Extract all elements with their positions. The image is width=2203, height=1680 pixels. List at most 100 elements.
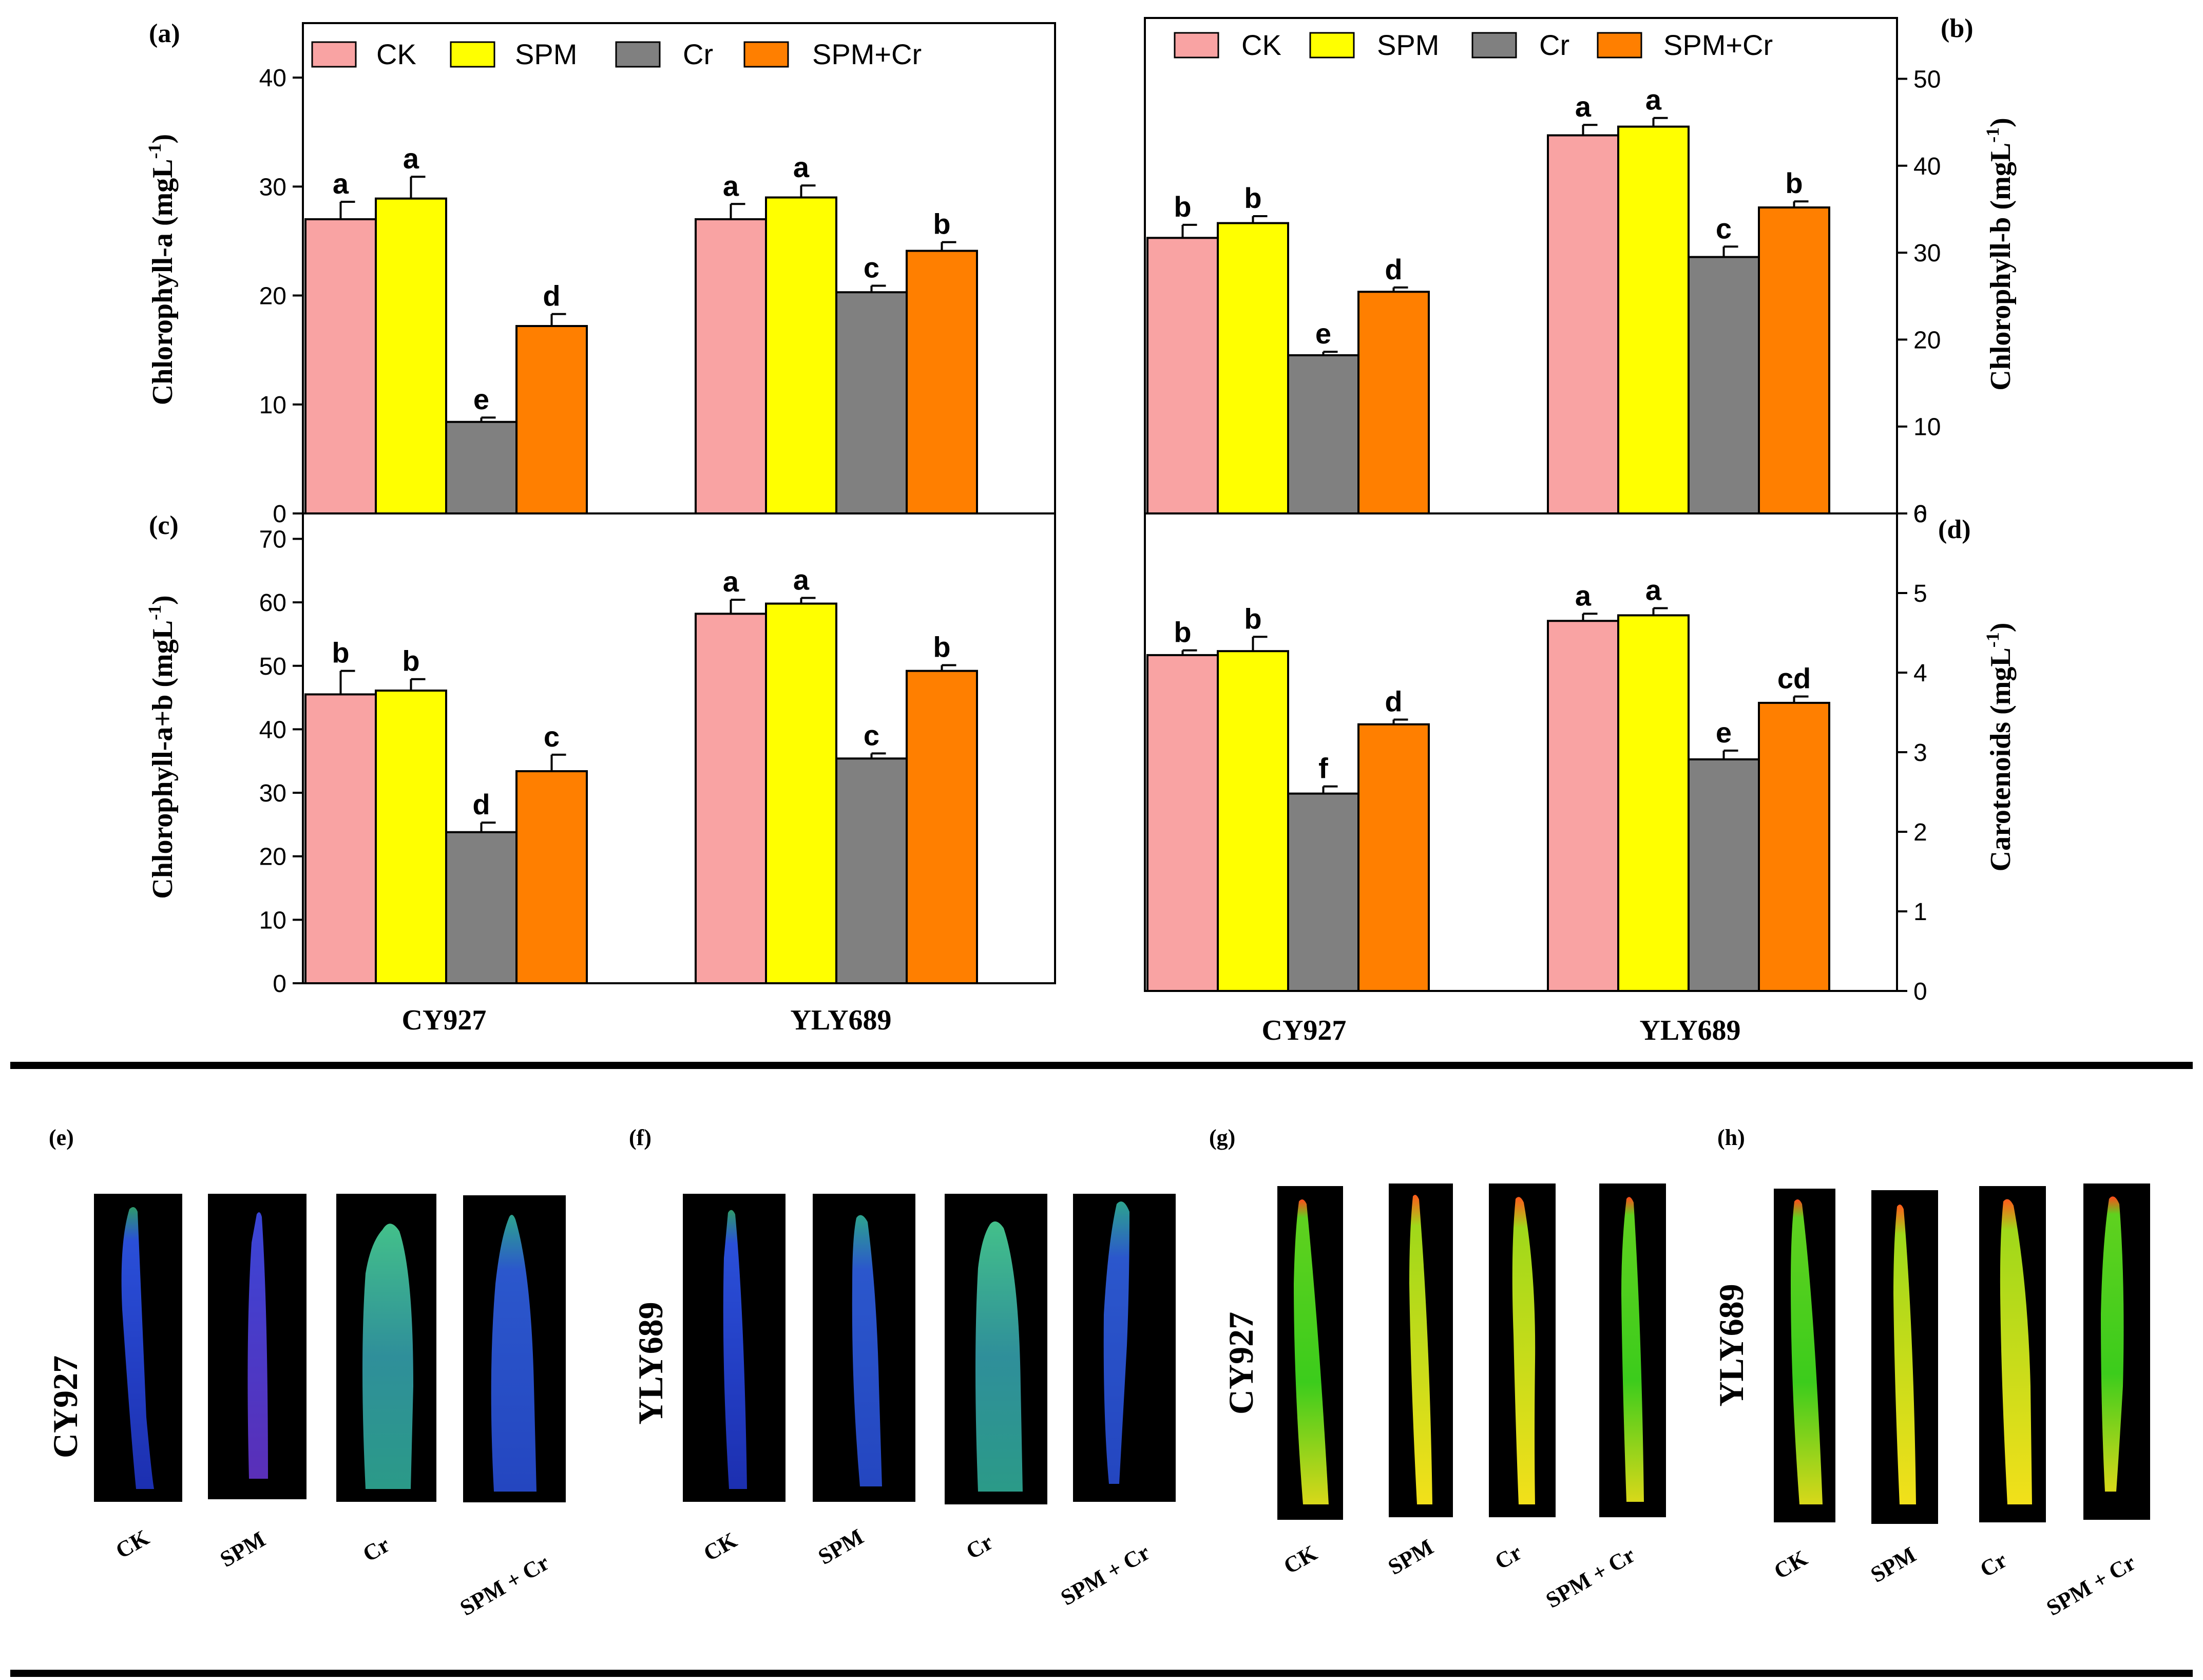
- sig-letter-a-cy927-ck: a: [333, 167, 349, 200]
- separator-top: [10, 1062, 2193, 1069]
- xlabel-d-cy927: CY927: [1262, 1015, 1347, 1046]
- bar-d-yly689-spmcr: [1758, 701, 1830, 992]
- leaf-e-spm: [247, 1212, 268, 1479]
- image-panel-g-cultivar: CY927: [1221, 1312, 1260, 1415]
- bar-d-yly689-cr: [1688, 758, 1760, 992]
- legend-a: CK SPM Cr SPM+Cr: [311, 38, 922, 70]
- ytick-label-d-1: 1: [1913, 899, 1927, 926]
- bar-a-yly689-spm: [765, 196, 837, 514]
- sig-letter-b-yly689-cr: c: [1716, 212, 1732, 244]
- sig-letter-b-cy927-cr: e: [1315, 317, 1331, 350]
- caption-h-spm: SPM: [1866, 1542, 1920, 1588]
- bar-a-yly689-ck: [695, 218, 767, 514]
- legend-a-label-ck: CK: [376, 38, 416, 70]
- ytick-label-d-4: 4: [1913, 660, 1927, 687]
- bar-c-cy927-ck: [304, 693, 377, 985]
- sig-letter-c-yly689-cr: c: [864, 719, 879, 751]
- sig-letter-c-yly689-spmcr: b: [933, 631, 950, 663]
- caption-h-ck: CK: [1770, 1545, 1812, 1584]
- ylabel-c: Chlorophyll-a+b (mgL-1): [144, 595, 179, 899]
- bar-a-yly689-spmcr: [906, 250, 978, 514]
- legend-a-swatch-ck: [311, 41, 357, 68]
- ytick-label-c-70: 70: [259, 526, 286, 553]
- legend-b-label-spm: SPM: [1377, 29, 1439, 61]
- sig-letter-d-yly689-cr: e: [1716, 716, 1732, 749]
- bar-b-yly689-cr: [1688, 256, 1760, 514]
- caption-g-spm: SPM: [1384, 1534, 1438, 1580]
- ytick-label-c-30: 30: [259, 780, 286, 807]
- sig-letter-c-cy927-cr: d: [472, 788, 490, 820]
- xlabel-d-yly689: YLY689: [1639, 1015, 1740, 1046]
- xlabel-c-cy927: CY927: [402, 1004, 487, 1036]
- bar-c-cy927-spm: [375, 689, 447, 984]
- sig-letter-c-cy927-ck: b: [332, 637, 349, 669]
- ylabel-b: Chlorophyll-b (mgL-1): [1982, 118, 2017, 391]
- caption-e-ck: CK: [111, 1525, 154, 1563]
- sig-letter-d-cy927-cr: f: [1318, 752, 1328, 785]
- legend-a-label-spm: SPM: [515, 38, 577, 70]
- bar-a-cy927-ck: [304, 218, 377, 514]
- bar-a-cy927-cr: [445, 421, 518, 514]
- leaf-g-spm: [1409, 1195, 1432, 1504]
- ylabel-d: Carotenoids (mgL-1): [1982, 623, 2017, 872]
- ytick-label-c-10: 10: [259, 907, 286, 934]
- legend-a-swatch-cr: [615, 41, 661, 68]
- bar-c-yly689-spmcr: [906, 670, 978, 985]
- ytick-label-c-60: 60: [259, 589, 286, 617]
- sig-letter-c-cy927-spmcr: c: [544, 720, 560, 753]
- bar-d-cy927-spmcr: [1357, 723, 1430, 992]
- leaf-e-ck: [121, 1207, 154, 1489]
- ytick-label-c-50: 50: [259, 653, 286, 680]
- ytick-label-d-3: 3: [1913, 739, 1927, 767]
- ytick-label-d-0: 0: [1913, 978, 1927, 1005]
- caption-g-ck: CK: [1279, 1540, 1321, 1579]
- ytick-label-b-10: 10: [1913, 414, 1941, 441]
- legend-a-label-spmcr: SPM+Cr: [812, 38, 922, 70]
- ylabel-a: Chlorophyll-a (mgL-1): [144, 134, 179, 405]
- leaf-f-spmcr: [1103, 1201, 1129, 1484]
- sig-letter-b-yly689-ck: a: [1575, 90, 1592, 123]
- ytick-label-d-5: 5: [1913, 580, 1927, 607]
- legend-a-swatch-spmcr: [743, 41, 789, 68]
- legend-b-label-ck: CK: [1241, 29, 1281, 61]
- sig-letter-c-yly689-ck: a: [723, 565, 739, 598]
- ytick-label-a-20: 20: [259, 283, 286, 310]
- legend-b-swatch-ck: [1174, 32, 1219, 59]
- caption-h-cr: Cr: [1976, 1547, 2011, 1582]
- leaf-f-cr: [975, 1221, 1023, 1492]
- bar-b-cy927-cr: [1287, 354, 1359, 514]
- leaf-h-cr: [2000, 1199, 2032, 1504]
- sig-letter-b-cy927-ck: b: [1174, 190, 1191, 223]
- sig-letter-a-cy927-spm: a: [403, 142, 419, 175]
- leaf-h-spm: [1893, 1205, 1916, 1504]
- leaf-e-spmcr: [491, 1215, 537, 1492]
- ytick-label-d-6: 6: [1913, 501, 1927, 528]
- caption-f-spmcr: SPM + Cr: [1057, 1539, 1154, 1610]
- leaf-h-spmcr: [2101, 1196, 2124, 1492]
- bar-b-cy927-ck: [1146, 237, 1219, 514]
- leaf-g-cr: [1512, 1197, 1536, 1504]
- caption-g-spmcr: SPM + Cr: [1542, 1542, 1639, 1613]
- caption-g-cr: Cr: [1490, 1539, 1526, 1574]
- panel-label-b: (b): [1941, 14, 1974, 43]
- bar-d-yly689-spm: [1617, 614, 1690, 992]
- bar-a-yly689-cr: [835, 291, 908, 514]
- leaf-h-ck: [1791, 1199, 1823, 1504]
- image-panel-e-cultivar: CY927: [46, 1356, 85, 1458]
- image-panel-label-e: (e): [49, 1125, 74, 1150]
- caption-e-cr: Cr: [358, 1532, 394, 1567]
- ytick-label-c-0: 0: [273, 970, 286, 998]
- xlabel-c-yly689: YLY689: [790, 1004, 891, 1036]
- image-panel-f-cultivar: YLY689: [631, 1302, 670, 1424]
- sig-letter-d-yly689-spm: a: [1645, 574, 1662, 606]
- image-panel-label-h: (h): [1717, 1125, 1745, 1150]
- bar-b-cy927-spm: [1217, 222, 1289, 514]
- ytick-label-d-2: 2: [1913, 819, 1927, 846]
- panel-c-frame: [302, 512, 1056, 984]
- leaf-f-spm: [852, 1215, 882, 1486]
- bar-a-cy927-spm: [375, 197, 447, 514]
- sig-letter-d-yly689-ck: a: [1575, 579, 1592, 612]
- bar-b-yly689-spmcr: [1758, 206, 1830, 514]
